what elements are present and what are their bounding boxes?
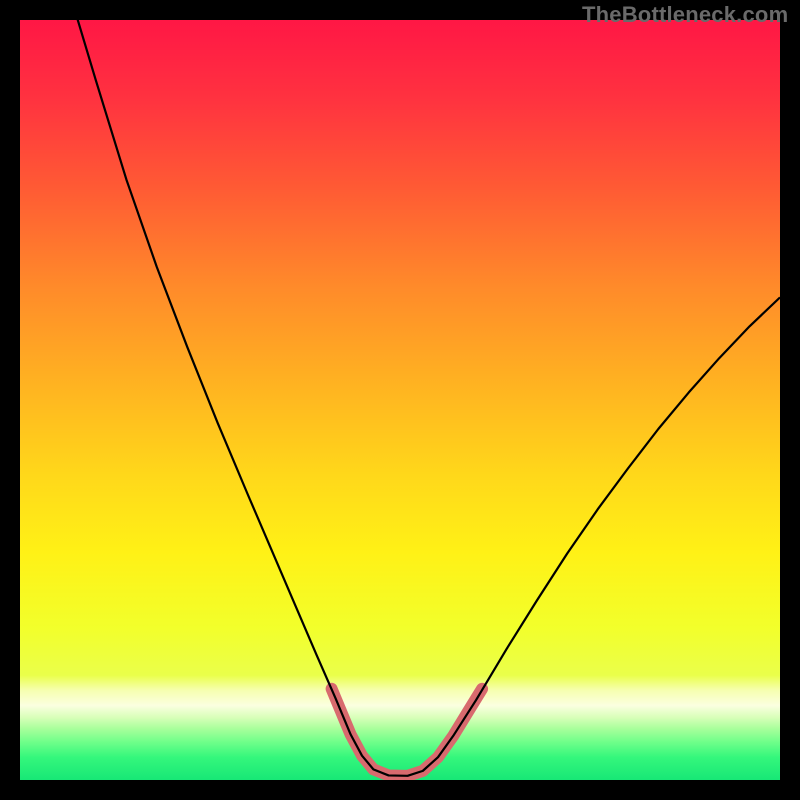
gradient-background — [20, 20, 780, 780]
watermark-text: TheBottleneck.com — [582, 2, 788, 28]
bottleneck-chart — [0, 0, 800, 800]
